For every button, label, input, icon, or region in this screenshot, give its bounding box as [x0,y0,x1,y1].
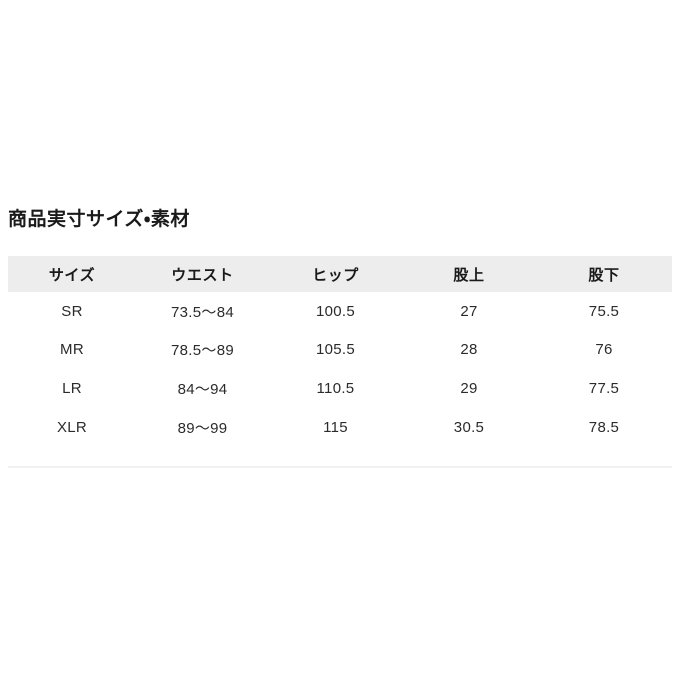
product-size-table: サイズ ウエスト ヒップ 股上 股下 SR 73.5〜84 100.5 27 7… [8,256,672,448]
cell-size: XLR [8,407,136,448]
table-bottom-divider [8,466,672,468]
cell-rise: 29 [402,369,536,408]
cell-rise: 30.5 [402,407,536,448]
page-title: 商品実寸サイズ・素材 [8,209,190,230]
column-header-waist: ウエスト [136,256,269,292]
cell-hip: 105.5 [269,330,402,369]
table-row: MR 78.5〜89 105.5 28 76 [8,330,672,369]
column-header-inseam: 股下 [536,256,672,292]
cell-hip: 110.5 [269,369,402,408]
cell-inseam: 77.5 [536,369,672,408]
size-table-container: サイズ ウエスト ヒップ 股上 股下 SR 73.5〜84 100.5 27 7… [8,256,672,448]
cell-size: MR [8,330,136,369]
size-table-header: サイズ ウエスト ヒップ 股上 股下 [8,256,672,292]
cell-waist: 78.5〜89 [136,330,269,369]
column-header-rise: 股上 [402,256,536,292]
cell-waist: 73.5〜84 [136,292,269,331]
cell-rise: 28 [402,330,536,369]
cell-inseam: 76 [536,330,672,369]
size-table-body: SR 73.5〜84 100.5 27 75.5 MR 78.5〜89 105.… [8,292,672,448]
cell-hip: 115 [269,407,402,448]
column-header-hip: ヒップ [269,256,402,292]
column-header-size: サイズ [8,256,136,292]
table-row: XLR 89〜99 115 30.5 78.5 [8,407,672,448]
cell-hip: 100.5 [269,292,402,331]
table-row: SR 73.5〜84 100.5 27 75.5 [8,292,672,331]
cell-waist: 84〜94 [136,369,269,408]
table-header-row: サイズ ウエスト ヒップ 股上 股下 [8,256,672,292]
table-row: LR 84〜94 110.5 29 77.5 [8,369,672,408]
cell-rise: 27 [402,292,536,331]
cell-inseam: 75.5 [536,292,672,331]
cell-inseam: 78.5 [536,407,672,448]
cell-size: LR [8,369,136,408]
cell-size: SR [8,292,136,331]
cell-waist: 89〜99 [136,407,269,448]
